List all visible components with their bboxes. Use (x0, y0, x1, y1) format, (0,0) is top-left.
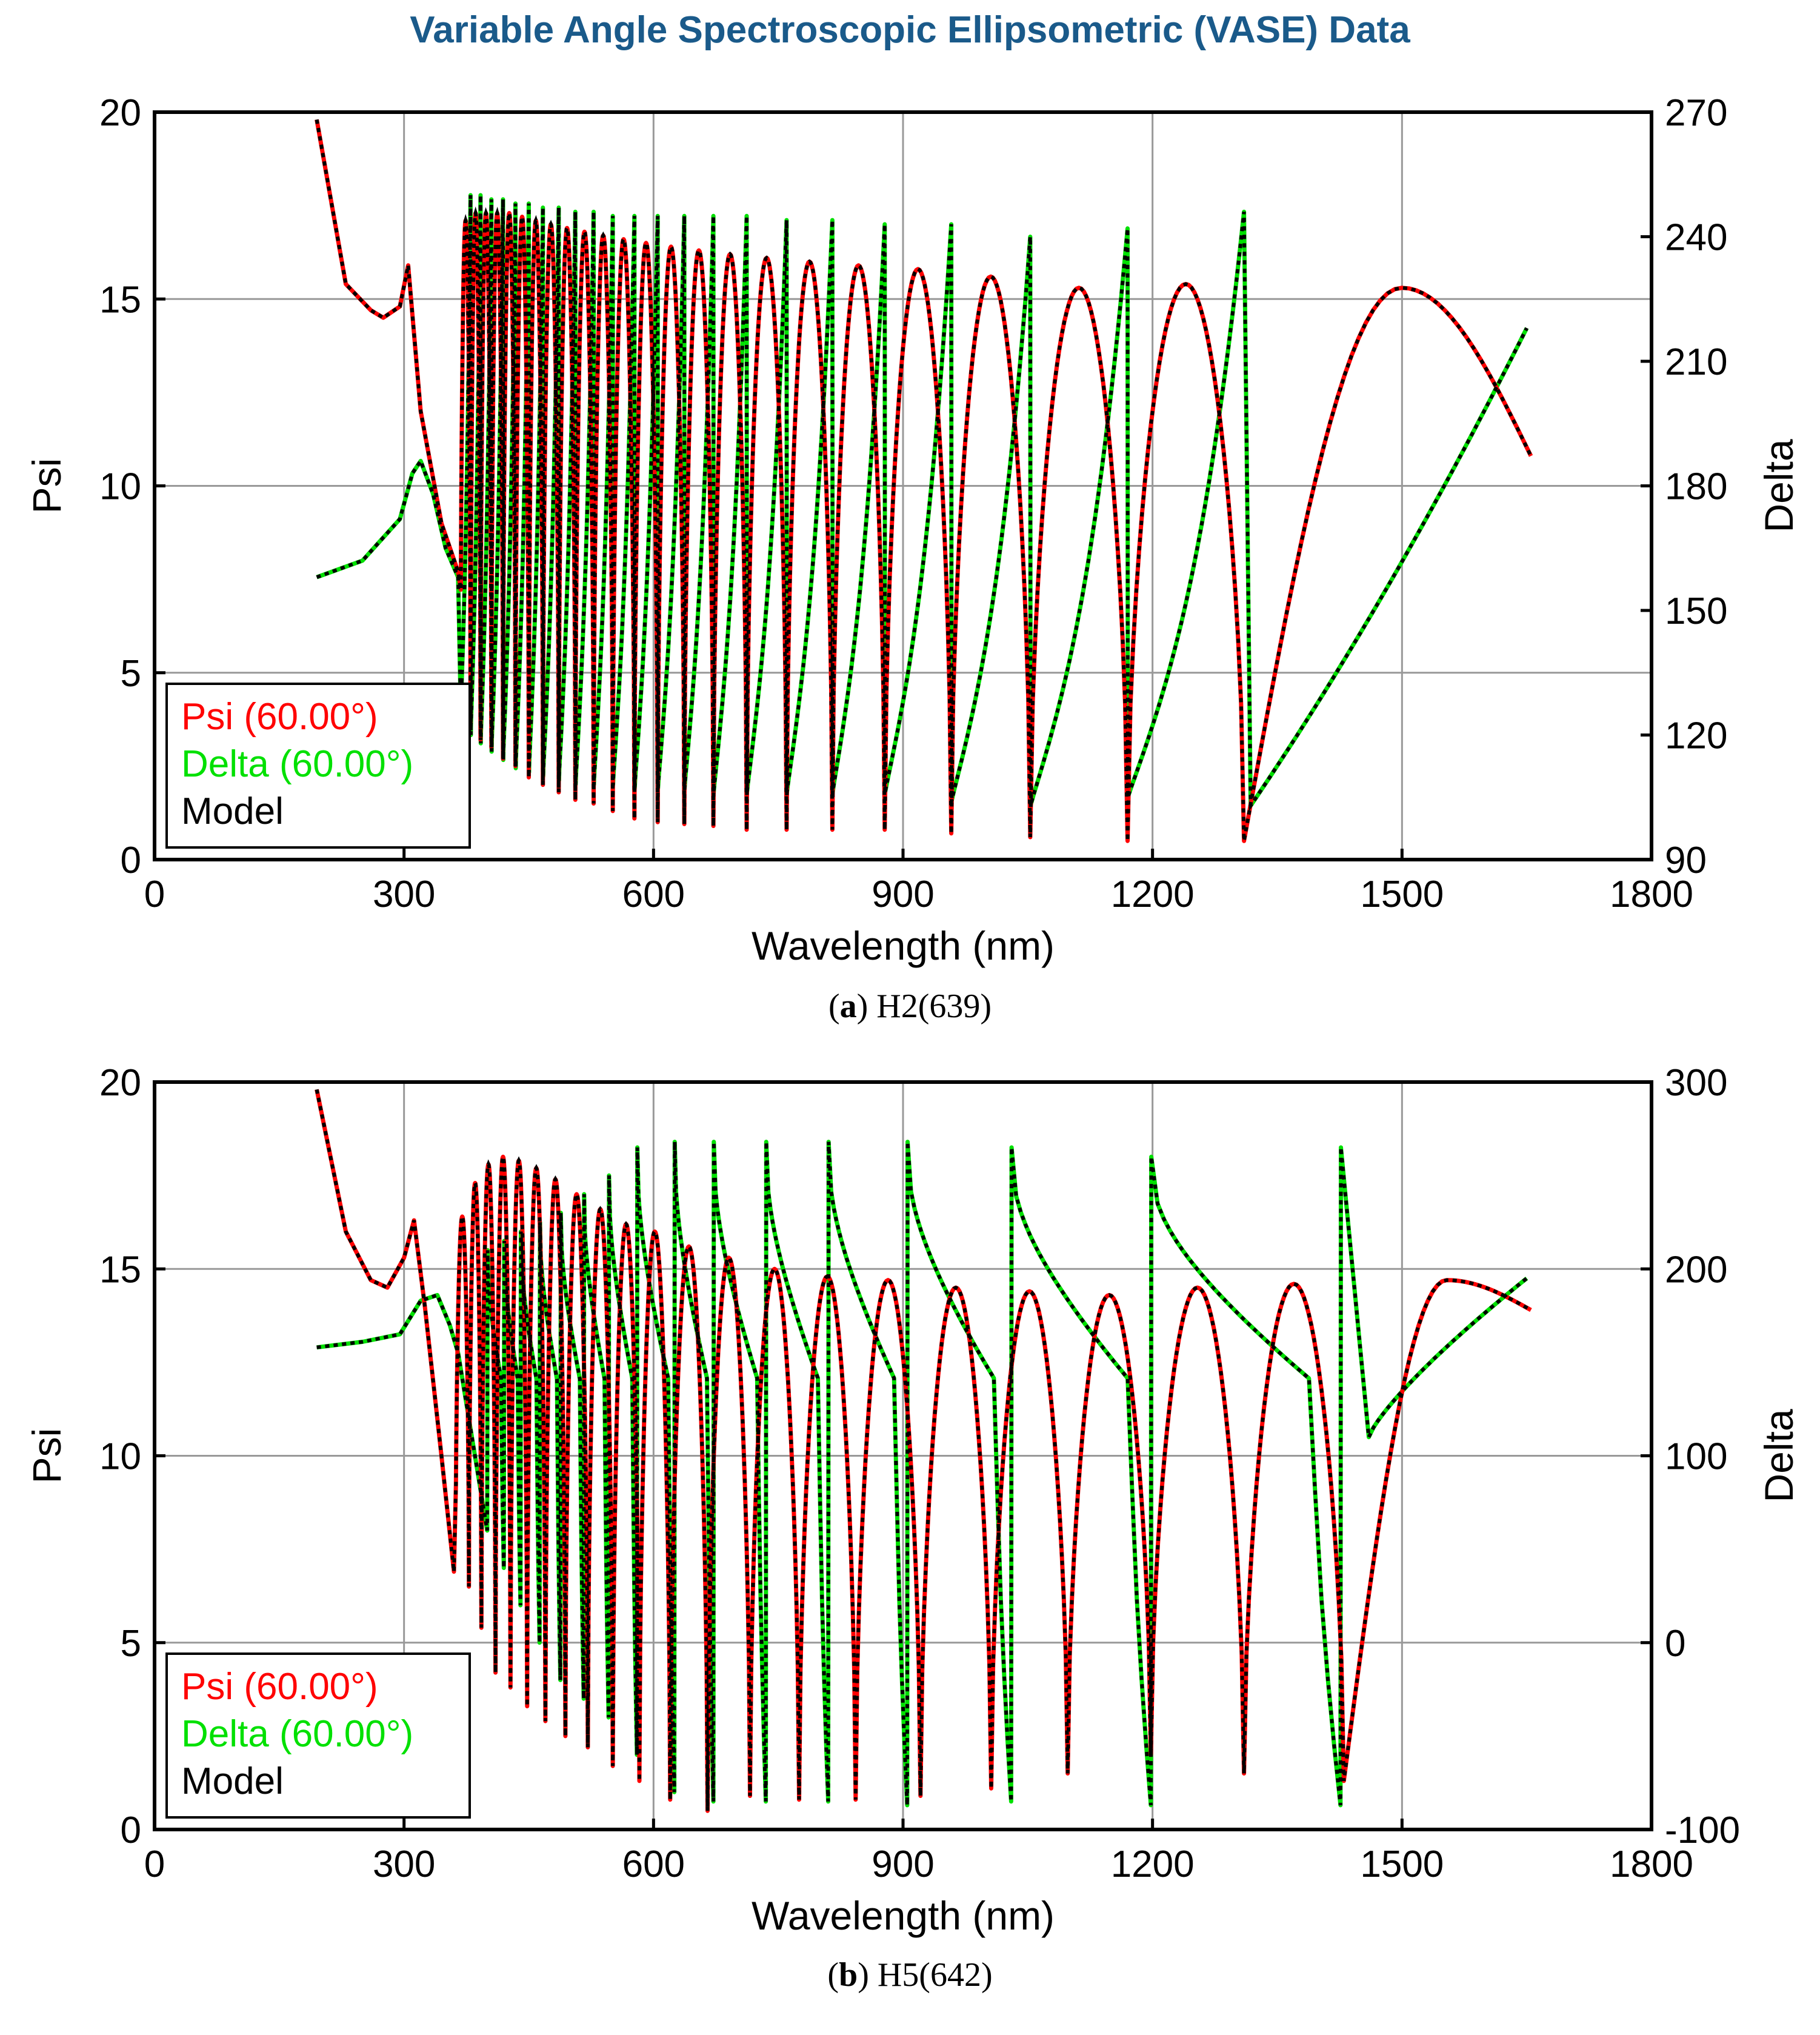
y2-tick-label: 240 (1665, 217, 1727, 259)
legend-box (165, 1652, 471, 1819)
chart-a: 0 300 600 900 1200 1500 1800 0 5 10 15 20 90 120 150 18… (0, 61, 1820, 1006)
x-tick-label: 1500 (1360, 874, 1444, 915)
caption-a: (a) H2(639) (828, 987, 992, 1025)
y2-tick-label: 0 (1665, 1623, 1685, 1665)
model-delta-line (316, 195, 1528, 812)
caption-a-letter: a (839, 987, 857, 1025)
y2-tick-label: 210 (1665, 341, 1727, 383)
x-tick-label: 900 (872, 1843, 934, 1885)
y2-axis-label: Delta (1756, 1409, 1801, 1502)
legend-entry: Psi (60.00°) (181, 1666, 378, 1708)
x-tick-label: 900 (872, 874, 934, 915)
y-tick-label: 15 (99, 279, 141, 321)
legend-entry: Delta (60.00°) (181, 743, 413, 785)
x-tick-label: 600 (622, 874, 685, 915)
y-axis-label: Psi (24, 1428, 69, 1484)
caption-b: (b) H5(642) (827, 1956, 993, 1994)
figure-title: Variable Angle Spectroscopic Ellipsometr… (410, 9, 1410, 51)
x-tick-label: 1800 (1610, 874, 1693, 915)
x-tick-label: 1500 (1360, 1843, 1444, 1885)
x-tick-label: 1200 (1111, 874, 1195, 915)
y-tick-label: 5 (121, 1623, 141, 1665)
y2-tick-label: 150 (1665, 590, 1727, 632)
legend-entry: Model (181, 1760, 284, 1802)
model-psi-line (315, 119, 1533, 841)
legend-entry: Delta (60.00°) (181, 1713, 413, 1755)
y2-tick-label: 270 (1665, 92, 1727, 134)
legend-entry: Psi (60.00°) (181, 696, 378, 738)
y2-tick-label: 90 (1665, 840, 1707, 881)
y2-axis-label: Delta (1756, 439, 1801, 532)
chart-b: 0 300 600 900 1200 1500 1800 0 5 10 15 20 -100 0 100 20… (0, 1031, 1820, 1976)
legend: Psi (60.00°) Delta (60.00°) Model (165, 683, 471, 849)
series-group (315, 119, 1533, 843)
chart-b-svg: 0 300 600 900 1200 1500 1800 0 5 10 15 20 -100 0 100 20… (24, 1062, 1801, 1938)
y-tick-label: 0 (121, 1809, 141, 1851)
delta-line (316, 1140, 1528, 1808)
x-tick-label: 1200 (1111, 1843, 1195, 1885)
x-axis-label: Wavelength (nm) (752, 923, 1055, 968)
model-psi-line (315, 1089, 1532, 1811)
y-tick-label: 5 (121, 653, 141, 695)
x-tick-label: 300 (373, 1843, 435, 1885)
legend: Psi (60.00°) Delta (60.00°) Model (165, 1652, 471, 1819)
y2-tick-label: 180 (1665, 466, 1727, 508)
legend-box (165, 683, 471, 849)
chart-a-svg: 0 300 600 900 1200 1500 1800 0 5 10 15 20 90 120 150 18… (24, 92, 1801, 968)
caption-b-letter: b (839, 1956, 858, 1994)
x-tick-label: 0 (144, 874, 165, 915)
x-tick-label: 600 (622, 1843, 685, 1885)
caption-b-text: H5(642) (877, 1956, 993, 1994)
y-tick-label: 20 (99, 92, 141, 134)
y2-tick-label: 100 (1665, 1436, 1727, 1478)
y-tick-label: 10 (99, 466, 141, 508)
y2-tick-label: 120 (1665, 715, 1727, 757)
legend-entry: Model (181, 790, 284, 832)
y2-tick-label: -100 (1665, 1809, 1740, 1851)
caption-a-text: H2(639) (876, 987, 992, 1025)
y-tick-label: 10 (99, 1436, 141, 1478)
y2-tick-label: 200 (1665, 1249, 1727, 1291)
x-tick-label: 300 (373, 874, 435, 915)
y-tick-label: 15 (99, 1249, 141, 1291)
x-tick-label: 1800 (1610, 1843, 1693, 1885)
y-axis-label: Psi (24, 458, 69, 514)
y2-tick-label: 300 (1665, 1062, 1727, 1104)
x-axis-label: Wavelength (nm) (752, 1893, 1055, 1938)
grid (155, 112, 1652, 860)
y-tick-label: 0 (121, 840, 141, 881)
x-tick-label: 0 (144, 1843, 165, 1885)
y-tick-label: 20 (99, 1062, 141, 1104)
psi-line (315, 1089, 1532, 1813)
series-group (315, 1089, 1532, 1813)
